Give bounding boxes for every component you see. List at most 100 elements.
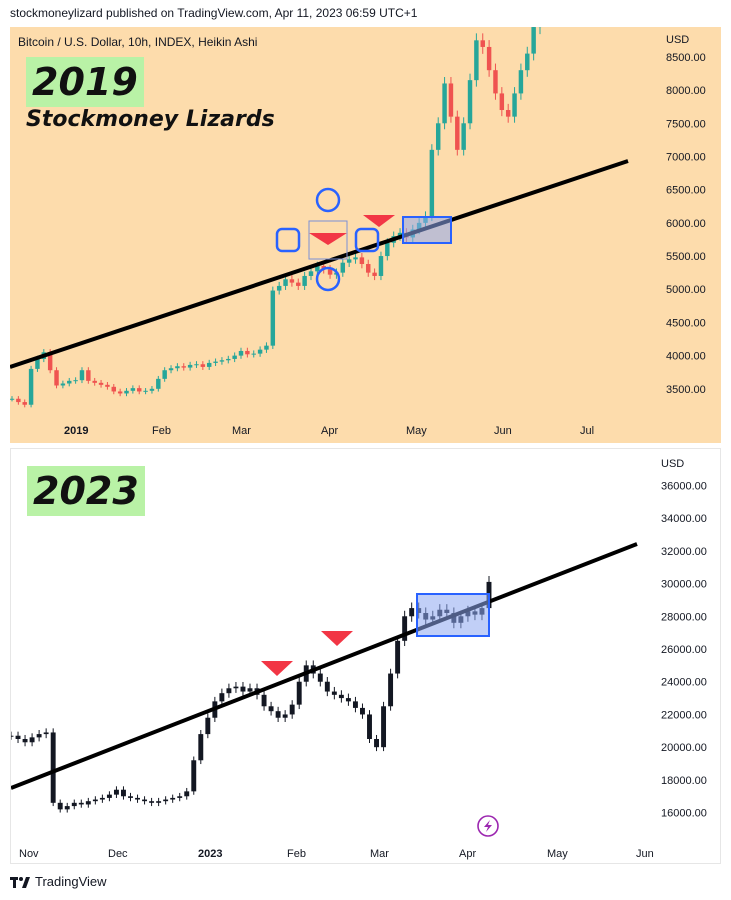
candle-body bbox=[315, 266, 320, 272]
candle-body bbox=[289, 704, 295, 715]
x-tick-label: Feb bbox=[287, 848, 306, 860]
y-tick-label: 30000.00 bbox=[661, 579, 707, 591]
y-tick-label: 36000.00 bbox=[661, 480, 707, 492]
candle-body bbox=[149, 388, 155, 391]
candle-body bbox=[206, 362, 212, 367]
candle-body bbox=[170, 797, 176, 800]
candle-body bbox=[98, 382, 104, 385]
footer-brand[interactable]: TradingView bbox=[35, 874, 107, 889]
candle-body bbox=[435, 123, 441, 150]
candle-body bbox=[372, 272, 377, 276]
candle-body bbox=[47, 352, 53, 371]
candle-body bbox=[338, 694, 344, 699]
y-tick-label: 4500.00 bbox=[666, 317, 706, 329]
candle-body bbox=[296, 681, 302, 705]
candle-body bbox=[22, 739, 28, 743]
candle-body bbox=[429, 149, 435, 217]
rounded-square-marker bbox=[354, 227, 380, 253]
candle-body bbox=[191, 760, 197, 792]
candle-body bbox=[327, 269, 333, 275]
candle-body bbox=[261, 694, 267, 707]
down-triangle-marker bbox=[363, 215, 395, 227]
candle-body bbox=[50, 732, 56, 803]
x-tick-label: Apr bbox=[459, 848, 476, 860]
candle-body bbox=[275, 711, 281, 718]
candle-body bbox=[505, 110, 511, 117]
y-tick-label: 34000.00 bbox=[661, 513, 707, 525]
candle-body bbox=[455, 116, 460, 150]
candle-body bbox=[194, 364, 199, 366]
x-tick-label: Jul bbox=[580, 425, 594, 437]
candle-body bbox=[353, 257, 358, 260]
footer: TradingView bbox=[10, 874, 107, 889]
candle-body bbox=[283, 279, 288, 286]
candle-body bbox=[226, 688, 232, 694]
x-tick-label: Mar bbox=[232, 425, 251, 437]
candle-body bbox=[57, 802, 63, 810]
candle-body bbox=[106, 794, 112, 798]
candle-body bbox=[245, 350, 250, 355]
y-tick-label: 26000.00 bbox=[661, 644, 707, 656]
chart-2023-svg[interactable]: USD 16000.00 18000.00 20000.00 22000.00 24000… bbox=[11, 449, 722, 865]
candle-body bbox=[184, 791, 190, 797]
currency-label: USD bbox=[661, 458, 684, 470]
candle-body bbox=[73, 380, 78, 382]
candle-body bbox=[10, 398, 15, 400]
y-tick-label: 32000.00 bbox=[661, 546, 707, 558]
y-tick-label: 6000.00 bbox=[666, 218, 706, 230]
chart-2023-panel[interactable]: USD 16000.00 18000.00 20000.00 22000.00 24000… bbox=[10, 448, 721, 864]
candle-body bbox=[60, 383, 66, 386]
candle-body bbox=[226, 358, 231, 361]
candle-body bbox=[15, 735, 21, 739]
rounded-square-marker bbox=[275, 227, 301, 253]
candle-body bbox=[442, 83, 447, 124]
candle-body bbox=[143, 390, 148, 392]
candle-body bbox=[331, 691, 337, 695]
candle-body bbox=[385, 242, 390, 257]
candle-body bbox=[461, 123, 466, 150]
candle-body bbox=[257, 349, 263, 354]
candle-body bbox=[128, 796, 133, 798]
candle-body bbox=[232, 355, 237, 359]
candle-body bbox=[360, 707, 365, 715]
candle-body bbox=[251, 353, 256, 355]
candle-body bbox=[71, 802, 77, 807]
y-tick-label: 22000.00 bbox=[661, 709, 707, 721]
candle-body bbox=[79, 370, 85, 381]
candle-body bbox=[105, 384, 110, 387]
candle-body bbox=[270, 290, 276, 346]
x-tick-label: May bbox=[406, 425, 427, 437]
lightning-bolt-icon bbox=[484, 820, 492, 832]
candle-body bbox=[162, 370, 167, 379]
x-tick-label: Dec bbox=[108, 848, 128, 860]
candle-body bbox=[219, 360, 225, 362]
x-tick-label: Jun bbox=[494, 425, 512, 437]
candle-body bbox=[276, 285, 282, 291]
year-badge-2023: 2023 bbox=[27, 466, 145, 516]
y-tick-label: 16000.00 bbox=[661, 808, 707, 820]
candle-body bbox=[240, 686, 246, 692]
highlight-box bbox=[402, 216, 452, 244]
candle-body bbox=[531, 27, 536, 54]
candle-body bbox=[54, 370, 59, 386]
candle-body bbox=[121, 789, 126, 797]
candle-body bbox=[22, 402, 27, 405]
candle-body bbox=[499, 93, 505, 111]
candle-body bbox=[302, 275, 307, 286]
candle-body bbox=[142, 799, 148, 802]
candle-body bbox=[448, 83, 454, 117]
candle-body bbox=[264, 345, 269, 350]
chart-2019-panel[interactable]: USD 3500.00 4000.00 4500.00 5000.00 5500.00 60… bbox=[10, 27, 721, 443]
candle-body bbox=[340, 262, 346, 273]
y-tick-label: 4000.00 bbox=[666, 351, 706, 363]
candle-body bbox=[359, 257, 365, 265]
chart-2019-svg[interactable]: USD 3500.00 4000.00 4500.00 5000.00 5500.00 60… bbox=[10, 27, 721, 443]
candle-body bbox=[163, 799, 169, 802]
circle-marker bbox=[315, 187, 341, 213]
candle-body bbox=[525, 53, 530, 71]
candle-body bbox=[247, 688, 253, 692]
y-tick-label: 24000.00 bbox=[661, 677, 707, 689]
candle-body bbox=[512, 93, 517, 117]
candle-body bbox=[92, 799, 98, 802]
candle-body bbox=[308, 271, 314, 276]
